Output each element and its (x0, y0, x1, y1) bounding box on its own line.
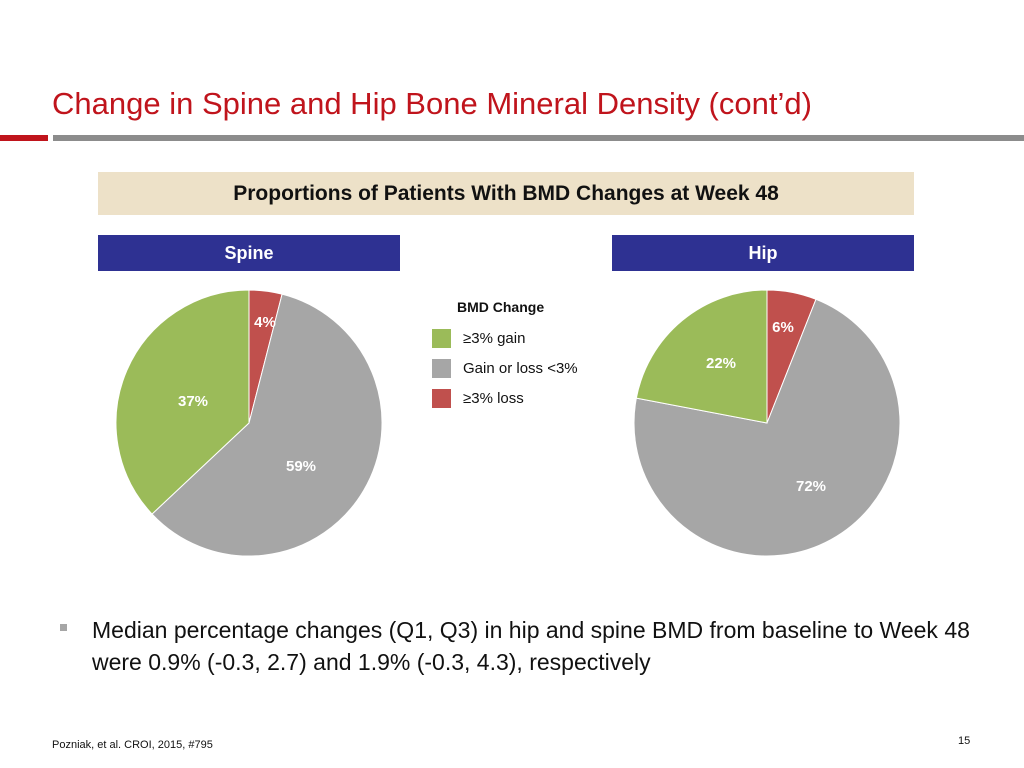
legend-swatch-stable (432, 358, 451, 378)
legend-item-stable: Gain or loss <3% (432, 353, 578, 383)
legend-item-gain: ≥3% gain (432, 323, 578, 353)
legend-item-loss: ≥3% loss (432, 383, 578, 413)
spine-header-label: Spine (224, 242, 274, 263)
page-number: 15 (958, 735, 971, 747)
chart-banner-text: Proportions of Patients With BMD Changes… (233, 181, 779, 205)
spine-slice-2 (115, 289, 250, 515)
legend-label-stable: Gain or loss <3% (463, 359, 578, 377)
spine-slice-1 (151, 293, 383, 557)
hip-slice-label-0: 6% (772, 319, 794, 336)
hip-header-label: Hip (748, 242, 778, 263)
spine-pie-chart: 4% 59% 37% (115, 289, 383, 557)
title-rule (53, 135, 1024, 141)
hip-slice-label-2: 22% (706, 355, 736, 372)
citation-footer: Pozniak, et al. CROI, 2015, #795 (52, 739, 213, 751)
legend-title: BMD Change (457, 299, 545, 315)
hip-slice-label-1: 72% (796, 478, 826, 495)
spine-slice-label-0: 4% (254, 314, 276, 331)
title-rule-accent (0, 135, 48, 141)
hip-pie-chart: 6% 72% 22% (633, 289, 901, 557)
spine-slice-label-2: 37% (178, 393, 208, 410)
chart-banner: Proportions of Patients With BMD Changes… (98, 172, 914, 215)
bullet-text: Median percentage changes (Q1, Q3) in hi… (92, 617, 970, 675)
legend-swatch-gain (432, 328, 451, 348)
hip-slice-1 (633, 298, 901, 557)
legend-swatch-loss (432, 388, 451, 408)
hip-header: Hip (612, 235, 914, 271)
spine-header: Spine (98, 235, 400, 271)
legend-label-gain: ≥3% gain (463, 329, 526, 347)
legend: BMD Change ≥3% gain Gain or loss <3% ≥3%… (432, 299, 578, 413)
spine-slice-label-1: 59% (286, 458, 316, 475)
legend-label-loss: ≥3% loss (463, 389, 524, 407)
slide-title: Change in Spine and Hip Bone Mineral Den… (52, 86, 812, 121)
bullet-icon (60, 624, 67, 631)
hip-slice-2 (635, 289, 768, 424)
